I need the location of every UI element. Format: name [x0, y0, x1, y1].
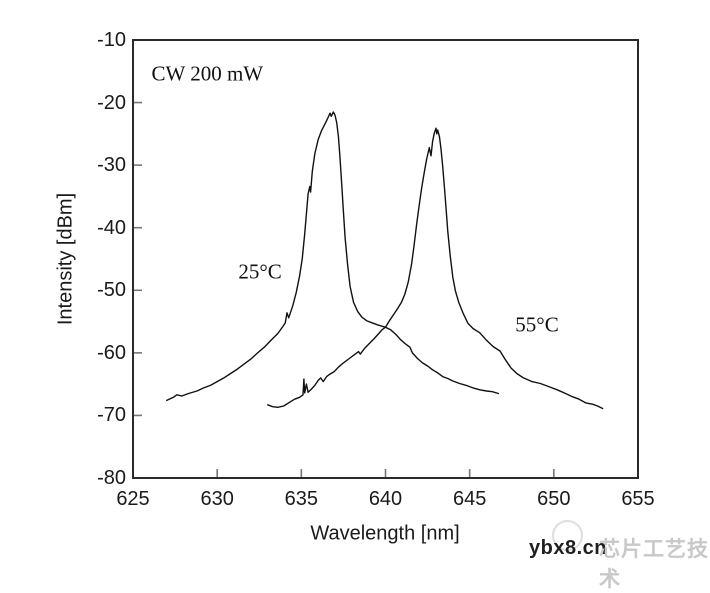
y-tick-label: -30: [97, 154, 126, 177]
x-tick-label: 640: [368, 488, 403, 510]
y-axis-title: Intensity [dBm]: [54, 192, 77, 326]
watermark-site-text: ybx8.cn: [529, 537, 607, 559]
y-tick-label: -70: [97, 404, 126, 427]
curve-label-25c: 25°C: [238, 259, 282, 284]
x-tick-label: 635: [284, 488, 319, 510]
plot-border: [132, 39, 639, 479]
x-tick-label: 630: [200, 488, 234, 510]
x-tick-label: 655: [621, 488, 655, 510]
x-axis-title: Wavelength [nm]: [310, 522, 460, 545]
y-tick-label: -80: [97, 467, 126, 489]
watermark-circle-icon: [552, 520, 583, 551]
y-tick-label: -20: [97, 91, 126, 114]
x-tick-label: 625: [116, 488, 150, 510]
spectrum-chart: [132, 39, 639, 479]
x-tick-label: 650: [537, 488, 571, 510]
curve-label-55c: 55°C: [515, 312, 559, 337]
watermark-cn-text: 芯片工艺技术: [599, 538, 709, 591]
x-tick-label: 645: [452, 488, 487, 510]
y-tick-label: -50: [97, 279, 126, 302]
power-annotation: CW 200 mW: [151, 61, 264, 86]
y-tick-label: -60: [97, 341, 126, 364]
curve-55C: [267, 127, 604, 410]
y-tick-label: -10: [97, 29, 126, 51]
y-tick-label: -40: [97, 216, 126, 239]
curve-25C: [165, 111, 499, 402]
